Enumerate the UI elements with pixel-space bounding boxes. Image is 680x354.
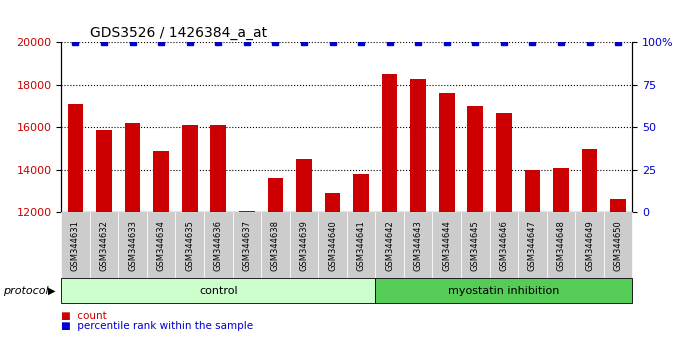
Bar [296, 159, 312, 354]
Bar [553, 168, 569, 354]
Text: GSM344633: GSM344633 [128, 219, 137, 271]
Text: GSM344646: GSM344646 [499, 220, 509, 270]
Bar [610, 199, 626, 354]
Bar [153, 151, 169, 354]
Text: GSM344648: GSM344648 [556, 220, 566, 270]
Bar [267, 178, 284, 354]
Bar [353, 174, 369, 354]
Text: GSM344643: GSM344643 [413, 220, 423, 270]
Text: GSM344636: GSM344636 [214, 219, 223, 271]
Text: protocol: protocol [3, 286, 49, 296]
Text: myostatin inhibition: myostatin inhibition [448, 286, 560, 296]
Bar [239, 211, 255, 354]
Bar [324, 193, 341, 354]
Bar [210, 125, 226, 354]
Text: GSM344645: GSM344645 [471, 220, 480, 270]
Bar [467, 106, 483, 354]
Text: GSM344631: GSM344631 [71, 220, 80, 270]
Text: control: control [199, 286, 237, 296]
Text: GSM344647: GSM344647 [528, 220, 537, 270]
Bar [182, 125, 198, 354]
Text: GSM344637: GSM344637 [242, 219, 252, 271]
Text: GSM344650: GSM344650 [613, 220, 623, 270]
Text: ■  count: ■ count [61, 312, 107, 321]
Text: GSM344644: GSM344644 [442, 220, 452, 270]
Bar [410, 79, 426, 354]
Bar [381, 74, 398, 354]
Bar [439, 93, 455, 354]
Text: GSM344642: GSM344642 [385, 220, 394, 270]
Text: GSM344649: GSM344649 [585, 220, 594, 270]
Text: GSM344639: GSM344639 [299, 220, 309, 270]
Bar [581, 149, 598, 354]
Text: GSM344638: GSM344638 [271, 219, 280, 271]
Bar [524, 170, 541, 354]
Bar [496, 113, 512, 354]
Text: GSM344635: GSM344635 [185, 220, 194, 270]
Bar [67, 104, 84, 354]
Text: ▶: ▶ [48, 286, 56, 296]
Bar [96, 130, 112, 354]
Text: GSM344640: GSM344640 [328, 220, 337, 270]
Text: GSM344641: GSM344641 [356, 220, 366, 270]
Text: GSM344634: GSM344634 [156, 220, 166, 270]
Text: ■  percentile rank within the sample: ■ percentile rank within the sample [61, 321, 254, 331]
Text: GDS3526 / 1426384_a_at: GDS3526 / 1426384_a_at [90, 26, 267, 40]
Text: GSM344632: GSM344632 [99, 220, 109, 270]
Bar [124, 123, 141, 354]
